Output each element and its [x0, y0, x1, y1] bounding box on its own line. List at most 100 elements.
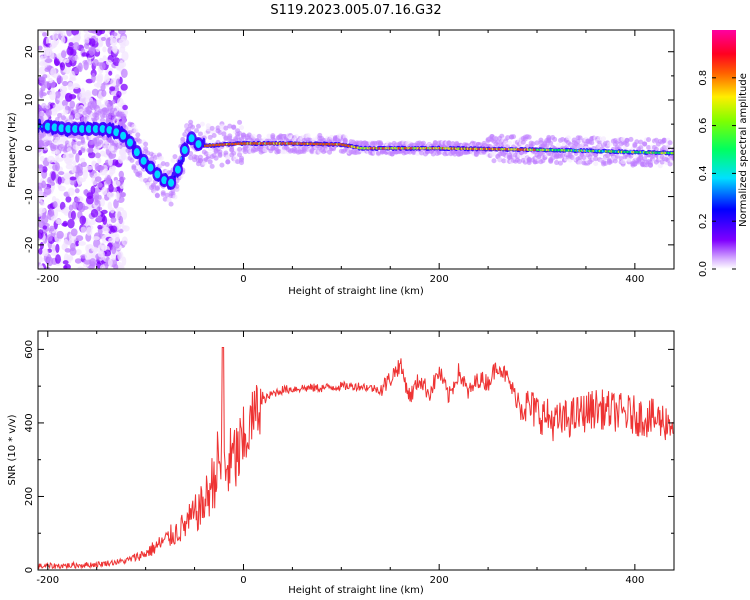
heatmap-noise-cell [44, 81, 51, 89]
heatmap-noise-cell [57, 176, 62, 185]
heatmap-noise-cell [54, 91, 61, 99]
heatmap-noise-cell [83, 60, 89, 71]
snr-x-tick-label: 400 [625, 575, 644, 586]
heatmap-blob-inner [168, 178, 175, 187]
heatmap-halo-cell [223, 135, 229, 141]
heatmap-halo-cell [237, 119, 243, 125]
heatmap-noise-cell [102, 215, 108, 225]
heatmap-noise-cell [119, 176, 126, 181]
heatmap-noise-cell [120, 192, 127, 198]
spectrogram-x-tick-label: 400 [625, 274, 644, 285]
snr-y-tick-label: 600 [24, 340, 35, 359]
heatmap-halo-cell [213, 155, 219, 161]
heatmap-halo-cell [554, 160, 560, 166]
heatmap-noise-cell [71, 30, 80, 36]
heatmap-noise-cell [68, 204, 74, 211]
heatmap-halo-cell [172, 194, 178, 200]
heatmap-noise-cell [49, 225, 55, 232]
heatmap-halo-cell [577, 135, 583, 141]
heatmap-noise-cell [97, 250, 105, 258]
heatmap-halo-cell [88, 147, 94, 153]
heatmap-blob-inner [181, 146, 188, 155]
heatmap-noise-cell [107, 201, 113, 210]
heatmap-halo-cell [223, 125, 229, 131]
heatmap-noise-cell [83, 30, 89, 34]
heatmap-noise-cell [65, 58, 70, 64]
heatmap-halo-cell [78, 108, 84, 114]
heatmap-noise-cell [67, 82, 74, 91]
heatmap-noise-cell [63, 238, 69, 249]
heatmap-noise-cell [50, 215, 57, 222]
heatmap-halo-cell [207, 159, 213, 165]
heatmap-halo-cell [149, 177, 155, 183]
heatmap-noise-cell [39, 155, 45, 162]
heatmap-halo-cell [507, 140, 513, 146]
spectrogram-heatmap [38, 30, 674, 269]
heatmap-halo-cell [293, 134, 299, 140]
heatmap-noise-cell [110, 251, 117, 261]
heatmap-halo-cell [80, 147, 86, 153]
snr-x-ticks: -200 0 200 400 [36, 331, 644, 586]
heatmap-noise-cell [111, 45, 118, 53]
heatmap-halo-cell [190, 124, 196, 130]
heatmap-halo-cell [55, 136, 61, 142]
heatmap-halo-cell [603, 160, 609, 166]
heatmap-blob-inner [79, 124, 86, 133]
spectrogram-y-ticks: -20 -10 0 10 20 [24, 45, 674, 270]
heatmap-halo-cell [194, 128, 200, 134]
heatmap-halo-cell [240, 134, 246, 140]
heatmap-noise-cell [94, 176, 102, 182]
heatmap-halo-cell [64, 105, 70, 111]
heatmap-blob-inner [65, 124, 72, 133]
heatmap-halo-cell [497, 157, 503, 163]
heatmap-noise-cell [50, 181, 56, 186]
heatmap-halo-cell [667, 140, 673, 146]
heatmap-halo-cell [209, 125, 215, 131]
heatmap-halo-cell [39, 142, 45, 148]
heatmap-noise-cell [108, 70, 113, 76]
heatmap-noise-cell [78, 241, 86, 246]
heatmap-noise-cell [56, 75, 63, 84]
heatmap-noise-cell [108, 237, 116, 243]
heatmap-noise-cell [102, 55, 107, 63]
heatmap-halo-cell [160, 161, 166, 167]
heatmap-noise-cell [66, 254, 74, 261]
heatmap-halo-cell [103, 144, 109, 150]
heatmap-halo-cell [143, 146, 149, 152]
heatmap-noise-cell [95, 46, 100, 53]
heatmap-noise-cell [87, 151, 96, 159]
heatmap-noise-cell [39, 76, 46, 84]
heatmap-blob-inner [120, 131, 127, 140]
heatmap-noise-cell [47, 155, 55, 163]
heatmap-halo-cell [526, 134, 532, 140]
heatmap-halo-cell [628, 136, 634, 142]
heatmap-noise-cell [101, 186, 108, 196]
heatmap-blob-inner [195, 140, 202, 149]
heatmap-halo-cell [597, 139, 603, 145]
heatmap-halo-cell [72, 144, 78, 150]
heatmap-halo-cell [516, 158, 522, 164]
heatmap-noise-cell [43, 187, 52, 196]
heatmap-blob-inner [133, 148, 140, 157]
heatmap-noise-cell [82, 169, 88, 180]
heatmap-halo-cell [526, 160, 532, 166]
heatmap-noise-cell [39, 61, 46, 67]
heatmap-noise-cell [100, 36, 107, 41]
snr-ylabel: SNR (10 * v/v) [7, 414, 18, 485]
heatmap-halo-cell [491, 151, 497, 157]
heatmap-noise-cell [39, 89, 44, 99]
heatmap-noise-cell [63, 174, 70, 179]
heatmap-noise-cell [64, 248, 71, 253]
heatmap-halo-cell [117, 144, 123, 150]
heatmap-noise-cell [61, 208, 69, 214]
heatmap-noise-cell [77, 266, 85, 269]
colorbar-label: Normalized spectral amplitude [738, 73, 749, 227]
heatmap-halo-cell [131, 164, 137, 170]
heatmap-blob-inner [72, 124, 79, 133]
heatmap-noise-cell [62, 80, 68, 87]
heatmap-halo-cell [68, 114, 74, 120]
heatmap-halo-cell [665, 157, 671, 163]
heatmap-noise-cell [121, 51, 129, 61]
heatmap-blob-inner [44, 122, 51, 131]
heatmap-halo-cell [430, 151, 436, 157]
